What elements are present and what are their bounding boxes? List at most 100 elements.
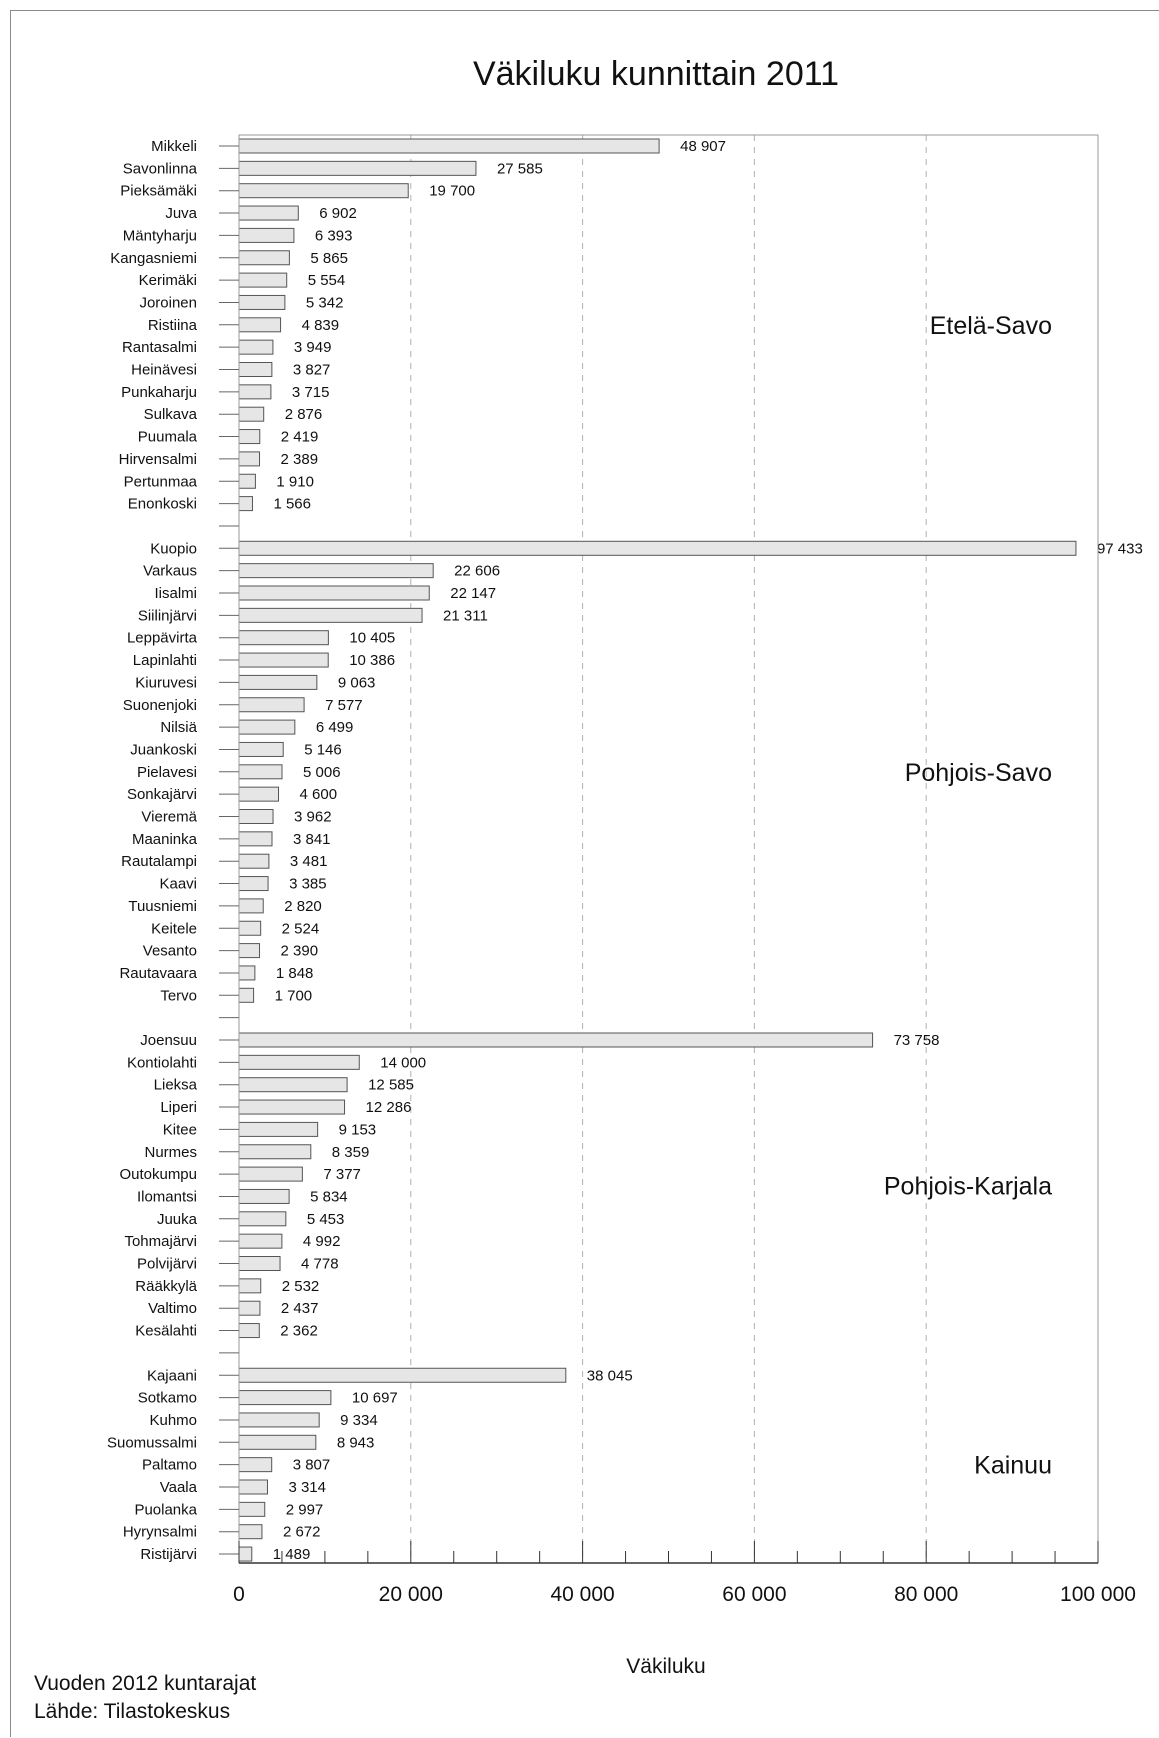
x-axis-label: Väkiluku <box>626 1655 705 1678</box>
category-label: Kerimäki <box>139 272 197 289</box>
data-label: 9 153 <box>339 1121 377 1138</box>
bar <box>238 1211 287 1227</box>
data-label: 1 566 <box>273 496 311 513</box>
data-label: 3 715 <box>292 384 330 401</box>
category-label: Vesanto <box>143 943 197 960</box>
bar <box>238 1233 283 1249</box>
category-label: Pielavesi <box>137 764 197 781</box>
category-label: Valtimo <box>148 1300 197 1317</box>
data-label: 1 848 <box>276 965 314 982</box>
data-label: 3 949 <box>294 339 332 356</box>
category-label: Siilinjärvi <box>138 607 197 624</box>
boundaries-note: Vuoden 2012 kuntarajat <box>34 1672 257 1695</box>
category-label: Polvijärvi <box>137 1256 197 1273</box>
bar <box>238 205 299 221</box>
bar <box>238 272 288 288</box>
bar <box>238 1479 268 1495</box>
data-label: 3 385 <box>289 876 327 893</box>
category-label: Sulkava <box>144 406 198 423</box>
data-label: 38 045 <box>587 1367 633 1384</box>
bar <box>238 1099 346 1115</box>
data-label: 7 377 <box>323 1166 361 1183</box>
data-label: 5 554 <box>308 272 346 289</box>
data-label: 27 585 <box>497 160 543 177</box>
data-label: 3 841 <box>293 831 331 848</box>
category-label: Joroinen <box>139 294 197 311</box>
category-label: Rääkkylä <box>135 1278 197 1295</box>
bar <box>238 1323 260 1339</box>
bar <box>238 741 284 757</box>
category-label: Kuhmo <box>149 1412 197 1429</box>
category-label: Vieremä <box>141 809 197 826</box>
category-label: Kajaani <box>147 1367 197 1384</box>
data-label: 22 606 <box>454 563 500 580</box>
bar <box>238 1121 319 1137</box>
data-label: 10 697 <box>352 1390 398 1407</box>
data-label: 3 827 <box>293 362 331 379</box>
bar <box>238 429 261 445</box>
region-label: Pohjois-Savo <box>905 759 1052 787</box>
category-label: Vaala <box>160 1479 198 1496</box>
data-label: 2 524 <box>282 920 320 937</box>
data-label: 9 334 <box>340 1412 378 1429</box>
data-label: 10 386 <box>349 652 395 669</box>
data-label: 2 419 <box>281 429 319 446</box>
bar <box>238 473 256 489</box>
x-tick-label: 0 <box>233 1583 245 1606</box>
chart-title: Väkiluku kunnittain 2011 <box>473 55 839 93</box>
category-label: Hyrynsalmi <box>123 1524 197 1541</box>
category-label: Maaninka <box>132 831 198 848</box>
category-label: Ristiina <box>148 317 198 334</box>
x-tick-label: 40 000 <box>550 1583 614 1606</box>
category-label: Pertunmaa <box>124 473 198 490</box>
category-label: Suomussalmi <box>107 1434 197 1451</box>
category-label: Heinävesi <box>131 362 197 379</box>
data-label: 1 489 <box>273 1546 311 1563</box>
data-label: 2 437 <box>281 1300 319 1317</box>
category-label: Puolanka <box>134 1501 197 1518</box>
bar <box>238 406 265 422</box>
data-label: 6 393 <box>315 227 353 244</box>
x-tick-label: 60 000 <box>722 1583 786 1606</box>
category-label: Nilsiä <box>160 719 197 736</box>
bar <box>238 496 253 512</box>
bar <box>238 138 660 154</box>
category-label: Enonkoski <box>128 496 197 513</box>
category-label: Savonlinna <box>123 160 198 177</box>
data-label: 4 992 <box>303 1233 341 1250</box>
data-label: 8 359 <box>332 1144 370 1161</box>
category-label: Juuka <box>157 1211 198 1228</box>
data-label: 48 907 <box>680 138 726 155</box>
category-label: Pieksämäki <box>120 183 197 200</box>
bar <box>238 585 430 601</box>
category-label: Kitee <box>163 1121 197 1138</box>
bar <box>238 1032 874 1048</box>
data-label: 5 834 <box>310 1188 348 1205</box>
bar <box>238 965 256 981</box>
bar <box>238 227 295 243</box>
category-label: Hirvensalmi <box>119 451 197 468</box>
category-label: Paltamo <box>142 1457 197 1474</box>
bars-layer: 48 907 27 585 19 700 6 902 6 393 5 865 5 554 5 … <box>238 138 1143 1563</box>
bar <box>238 1524 263 1540</box>
source-note: Lähde: Tilastokeskus <box>34 1700 231 1723</box>
bar <box>238 764 283 780</box>
bar <box>238 1434 317 1450</box>
data-label: 12 286 <box>366 1099 412 1116</box>
data-label: 2 389 <box>281 451 319 468</box>
bar <box>238 1300 261 1316</box>
data-label: 4 600 <box>300 786 338 803</box>
data-label: 3 314 <box>288 1479 326 1496</box>
bar <box>238 674 318 690</box>
category-label: Nurmes <box>144 1144 197 1161</box>
category-label: Joensuu <box>140 1032 197 1049</box>
category-label: Liperi <box>160 1099 197 1116</box>
bar <box>238 1390 332 1406</box>
x-tick-label: 80 000 <box>894 1583 958 1606</box>
data-label: 5 865 <box>310 250 348 267</box>
bar <box>238 898 264 914</box>
bar <box>238 294 286 310</box>
bar <box>238 920 262 936</box>
data-label: 19 700 <box>429 183 475 200</box>
